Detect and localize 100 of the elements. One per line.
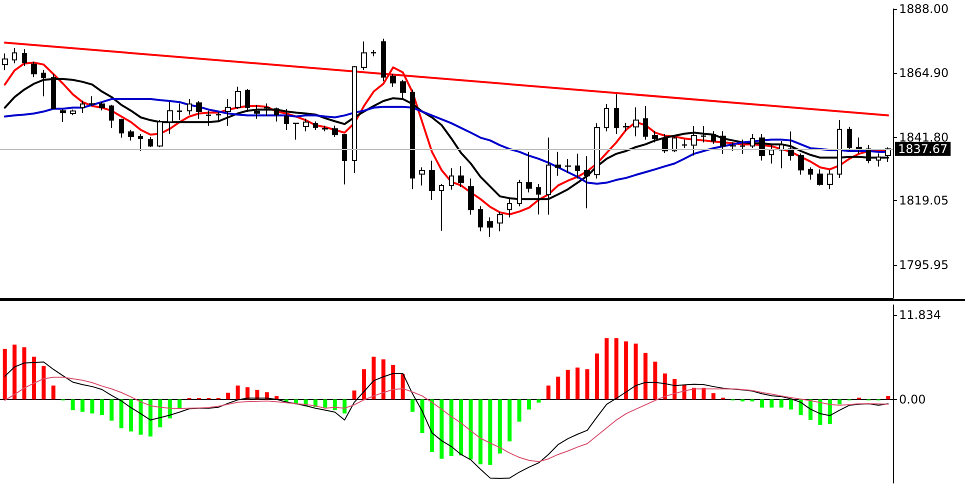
bar: [566, 370, 570, 400]
bar: [576, 368, 580, 400]
bar: [449, 399, 454, 456]
candlestick: [60, 108, 66, 122]
line-series: [4, 361, 889, 479]
candlestick: [604, 104, 609, 132]
candlestick: [148, 136, 153, 148]
candlestick: [788, 131, 794, 161]
bar: [653, 362, 658, 400]
bar: [90, 399, 94, 414]
candlestick: [652, 130, 658, 143]
bar: [702, 388, 706, 400]
candlestick: [390, 74, 396, 88]
candlestick: [119, 118, 124, 138]
candlestick: [80, 100, 85, 114]
bar: [536, 399, 541, 403]
bar: [604, 338, 609, 400]
candlestick: [808, 166, 813, 180]
candlestick: [196, 100, 202, 120]
candlestick: [837, 120, 842, 178]
bar: [410, 399, 415, 412]
candlestick: [31, 61, 37, 78]
bar: [352, 390, 356, 400]
candlestick: [109, 104, 114, 128]
candlestick: [429, 160, 435, 200]
bar: [634, 344, 638, 400]
bar: [789, 399, 794, 410]
bar: [42, 366, 46, 400]
candlestick: [225, 98, 231, 126]
candlestick: [691, 125, 697, 156]
bar: [546, 386, 550, 400]
candlestick: [138, 134, 143, 152]
bar: [478, 399, 482, 464]
bar: [692, 388, 696, 400]
bar: [838, 399, 842, 404]
y-tick-label: 1888.00: [899, 2, 949, 16]
bar: [672, 378, 677, 400]
candlestick: [458, 166, 464, 188]
candlestick: [381, 38, 386, 82]
line-series: [4, 376, 889, 462]
bar: [22, 347, 26, 400]
candlestick: [235, 86, 241, 110]
candlestick: [555, 151, 561, 176]
candlestick: [614, 94, 619, 135]
candlestick: [759, 134, 765, 161]
candlestick: [128, 129, 134, 141]
bar: [138, 399, 143, 435]
candlestick: [866, 144, 871, 164]
bar: [818, 399, 822, 425]
candlestick: [419, 166, 425, 186]
candlestick: [827, 170, 833, 190]
bar: [32, 356, 36, 400]
bar: [80, 399, 85, 412]
bar: [527, 399, 532, 410]
y-tick-label: 11.834: [899, 308, 941, 322]
bar: [585, 369, 590, 400]
candlestick: [750, 134, 755, 148]
candlestick: [594, 122, 600, 180]
candlestick: [720, 130, 726, 154]
bar: [391, 364, 396, 400]
y-tick-label: 1795.95: [899, 258, 949, 272]
candlestick: [177, 102, 182, 121]
candlestick: [798, 153, 804, 176]
bar: [158, 399, 162, 428]
candlestick: [740, 139, 745, 154]
bar: [110, 399, 114, 421]
bar: [178, 399, 182, 409]
candlestick: [167, 101, 173, 134]
candlestick: [187, 98, 192, 116]
candlestick: [274, 107, 279, 122]
candlestick: [216, 112, 221, 122]
candlestick: [478, 206, 483, 232]
bar: [594, 353, 599, 400]
bar: [400, 374, 405, 400]
bar: [770, 399, 774, 408]
candlestick: [264, 102, 270, 116]
bar: [779, 399, 784, 408]
bar: [70, 399, 75, 410]
bar: [323, 399, 328, 408]
bar: [226, 392, 230, 400]
candlestick: [779, 140, 784, 169]
candlestick: [89, 96, 95, 106]
candlestick: [633, 106, 639, 137]
bar: [129, 399, 134, 432]
bar: [440, 399, 444, 459]
candlestick: [313, 121, 318, 130]
candlestick: [643, 105, 648, 140]
bar: [430, 399, 434, 452]
candlestick: [711, 130, 716, 144]
candlestick: [157, 120, 163, 148]
candlestick: [284, 108, 289, 130]
candlestick: [468, 178, 474, 216]
candlestick: [701, 125, 706, 143]
candlestick: [439, 184, 444, 232]
candlestick: [487, 216, 493, 238]
bar: [556, 376, 560, 400]
bar: [246, 387, 250, 400]
y-tick-label: 0.00: [899, 392, 926, 406]
bar: [886, 396, 890, 400]
bar: [624, 341, 628, 400]
